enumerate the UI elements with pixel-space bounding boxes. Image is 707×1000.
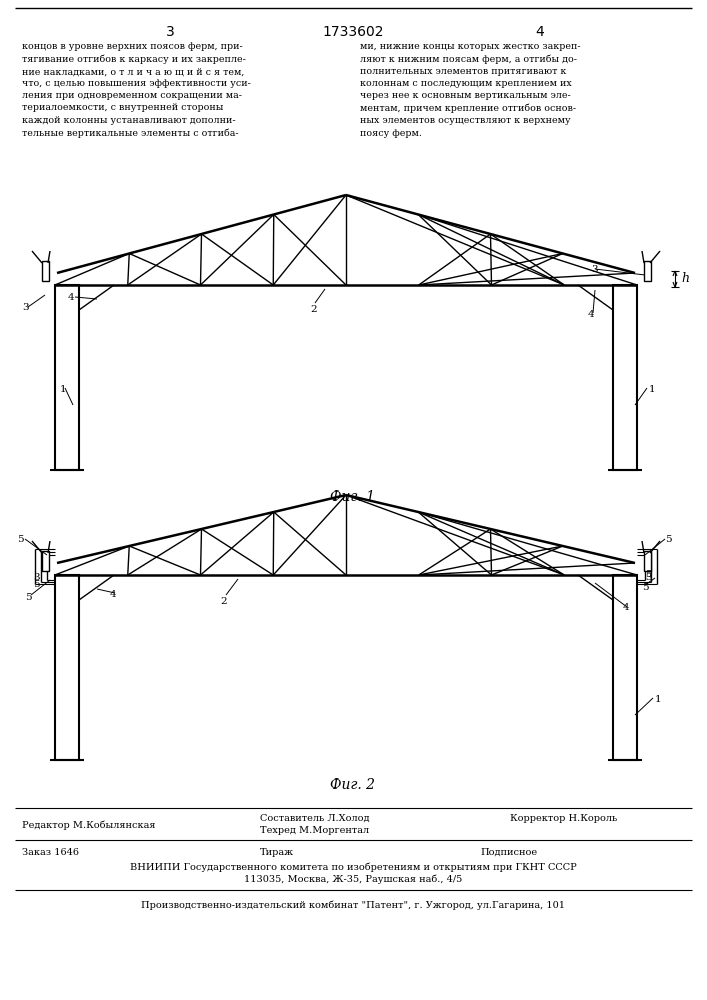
- Text: 3: 3: [22, 303, 28, 312]
- Text: 4: 4: [68, 293, 75, 302]
- Bar: [644, 551, 651, 571]
- Bar: [613, 285, 637, 470]
- Text: ВНИИПИ Государственного комитета по изобретениям и открытиям при ГКНТ СССР: ВНИИПИ Государственного комитета по изоб…: [129, 862, 576, 871]
- Text: 5: 5: [665, 535, 672, 544]
- Text: концов в уровне верхних поясов ферм, при-
тягивание отгибов к каркасу и их закре: концов в уровне верхних поясов ферм, при…: [22, 42, 251, 137]
- Text: 3: 3: [165, 25, 175, 39]
- Text: 5: 5: [25, 593, 32, 602]
- Text: 3: 3: [33, 573, 40, 582]
- Text: 4: 4: [110, 590, 117, 599]
- Text: 3: 3: [591, 265, 597, 274]
- Text: 2: 2: [220, 597, 227, 606]
- Bar: [613, 575, 637, 760]
- Text: Фиг. 2: Фиг. 2: [330, 778, 375, 792]
- Text: Корректор Н.Король: Корректор Н.Король: [510, 814, 617, 823]
- Text: Подписное: Подписное: [480, 848, 537, 857]
- Text: Техред М.Моргентал: Техред М.Моргентал: [260, 826, 369, 835]
- Bar: [42, 551, 49, 571]
- Bar: [55, 285, 79, 470]
- Text: Фиг. 1: Фиг. 1: [330, 490, 375, 504]
- Text: Производственно-издательский комбинат "Патент", г. Ужгород, ул.Гагарина, 101: Производственно-издательский комбинат "П…: [141, 900, 565, 910]
- Text: 5: 5: [645, 570, 652, 579]
- Text: 1: 1: [649, 385, 655, 394]
- Text: Составитель Л.Холод: Составитель Л.Холод: [260, 814, 370, 823]
- Text: 113035, Москва, Ж-35, Раушская наб., 4/5: 113035, Москва, Ж-35, Раушская наб., 4/5: [244, 874, 462, 884]
- Bar: [644, 261, 651, 281]
- Text: Заказ 1646: Заказ 1646: [22, 848, 79, 857]
- Text: ми, нижние концы которых жестко закреп-
ляют к нижним поясам ферм, а отгибы до-
: ми, нижние концы которых жестко закреп- …: [360, 42, 580, 137]
- Text: Редактор М.Кобылянская: Редактор М.Кобылянская: [22, 820, 156, 830]
- Text: 4: 4: [588, 310, 595, 319]
- Text: 3: 3: [645, 573, 652, 582]
- Text: 1: 1: [655, 695, 662, 704]
- Bar: [55, 575, 79, 760]
- Text: 4: 4: [623, 603, 630, 612]
- Text: 5: 5: [17, 535, 23, 544]
- Text: 5: 5: [642, 583, 648, 592]
- Text: h: h: [681, 272, 689, 286]
- Bar: [42, 261, 49, 281]
- Text: 1: 1: [60, 385, 66, 394]
- Text: 4: 4: [536, 25, 544, 39]
- Text: 1733602: 1733602: [322, 25, 384, 39]
- Text: 5: 5: [33, 580, 40, 589]
- Text: 2: 2: [310, 305, 317, 314]
- Text: Тираж: Тираж: [260, 848, 294, 857]
